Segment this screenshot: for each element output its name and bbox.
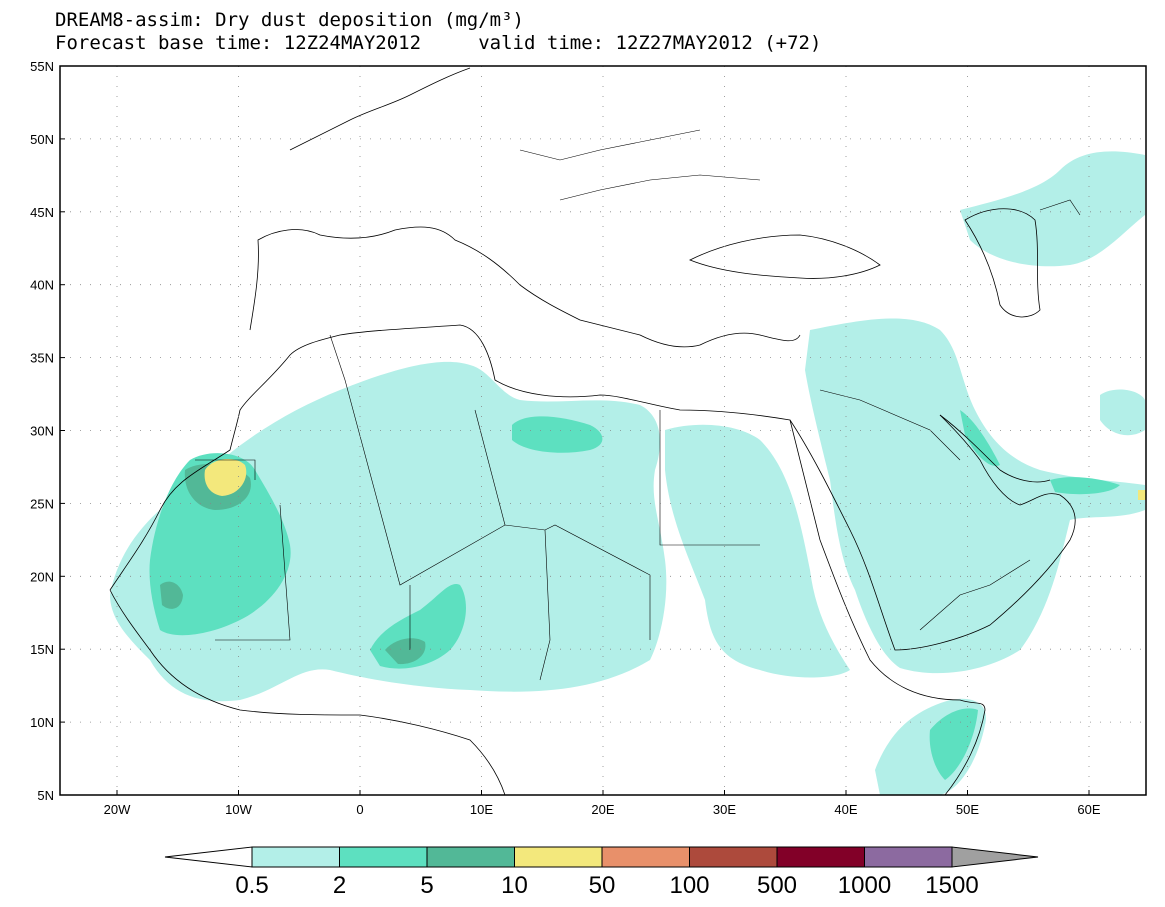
lon-label: 0 bbox=[356, 802, 363, 817]
colorbar-under-arrow bbox=[164, 846, 253, 868]
coastline-arabia bbox=[789, 414, 1076, 651]
colorbar-swatch bbox=[514, 846, 603, 868]
colorbar-label: 10 bbox=[501, 872, 528, 899]
deposition-field bbox=[110, 151, 1146, 795]
lon-label: 60E bbox=[1077, 802, 1100, 817]
lon-label: 30E bbox=[713, 802, 736, 817]
map-title: DREAM8-assim: Dry dust deposition (mg/m³… bbox=[55, 9, 524, 31]
dust-core-somalia bbox=[929, 708, 978, 780]
dust-peak-east bbox=[1138, 490, 1146, 500]
contour-10 bbox=[204, 458, 1146, 500]
latitude-labels: 55N 50N 45N 40N 35N 30N 25N 20N 15N 10N 5N bbox=[30, 59, 65, 803]
colorbar-label: 0.5 bbox=[235, 872, 268, 899]
dust-core-libya bbox=[512, 416, 603, 453]
dust-dense-niger bbox=[385, 638, 426, 665]
coastlines bbox=[109, 67, 1076, 796]
colorbar-swatch bbox=[864, 846, 953, 868]
coastline-europe bbox=[249, 67, 801, 348]
coastline-africa bbox=[109, 324, 986, 796]
dust-peak-mauritania bbox=[204, 458, 247, 496]
lat-label: 35N bbox=[30, 351, 54, 366]
lat-label: 40N bbox=[30, 278, 54, 293]
lat-label: 50N bbox=[30, 132, 54, 147]
lat-label: 45N bbox=[30, 205, 54, 220]
graticule bbox=[60, 66, 1146, 795]
colorbar-label: 2 bbox=[333, 872, 346, 899]
coastline-persian-gulf bbox=[939, 414, 1051, 483]
dust-dense-sahel-west bbox=[160, 581, 183, 609]
colorbar-label: 1500 bbox=[925, 872, 978, 899]
colorbar-swatch bbox=[601, 846, 690, 868]
colorbar-swatch bbox=[251, 846, 340, 868]
dust-region-iran bbox=[1100, 389, 1145, 436]
lat-label: 25N bbox=[30, 496, 54, 511]
lat-label: 20N bbox=[30, 569, 54, 584]
colorbar: 0.5 2 5 10 50 100 500 1000 1500 bbox=[164, 846, 1039, 899]
lon-label: 40E bbox=[834, 802, 857, 817]
coastline-caspian bbox=[964, 208, 1041, 318]
lat-label: 5N bbox=[37, 788, 54, 803]
colorbar-label: 5 bbox=[420, 872, 433, 899]
colorbar-swatch bbox=[339, 846, 428, 868]
colorbar-over-arrow bbox=[951, 846, 1039, 868]
colorbar-label: 1000 bbox=[838, 872, 891, 899]
dust-core-mauritania bbox=[149, 453, 291, 636]
contour-2 bbox=[149, 410, 1120, 780]
dust-region-arabia bbox=[805, 318, 1145, 674]
lat-label: 10N bbox=[30, 715, 54, 730]
dust-region-caspian bbox=[960, 151, 1145, 267]
lat-label: 15N bbox=[30, 642, 54, 657]
lon-label: 20W bbox=[104, 802, 131, 817]
lon-label: 50E bbox=[956, 802, 979, 817]
colorbar-label: 50 bbox=[589, 872, 616, 899]
country-borders bbox=[195, 129, 1081, 681]
lon-label: 10W bbox=[225, 802, 252, 817]
lon-label: 20E bbox=[591, 802, 614, 817]
coastline-black-sea bbox=[689, 234, 881, 279]
colorbar-label: 100 bbox=[669, 872, 709, 899]
lon-label: 10E bbox=[470, 802, 493, 817]
dust-core-gulf bbox=[960, 410, 1000, 466]
dust-core-oman bbox=[1050, 477, 1120, 495]
colorbar-swatch bbox=[426, 846, 515, 868]
lat-label: 55N bbox=[30, 59, 54, 74]
lat-label: 30N bbox=[30, 424, 54, 439]
dust-region-east-africa bbox=[665, 424, 850, 678]
colorbar-swatch bbox=[776, 846, 865, 868]
colorbar-label: 500 bbox=[757, 872, 797, 899]
map-subtitle: Forecast base time: 12Z24MAY2012 valid t… bbox=[55, 32, 822, 54]
longitude-labels: 20W 10W 0 10E 20E 30E 40E 50E 60E bbox=[104, 790, 1101, 817]
contour-0-5 bbox=[110, 151, 1145, 795]
colorbar-swatch bbox=[689, 846, 778, 868]
